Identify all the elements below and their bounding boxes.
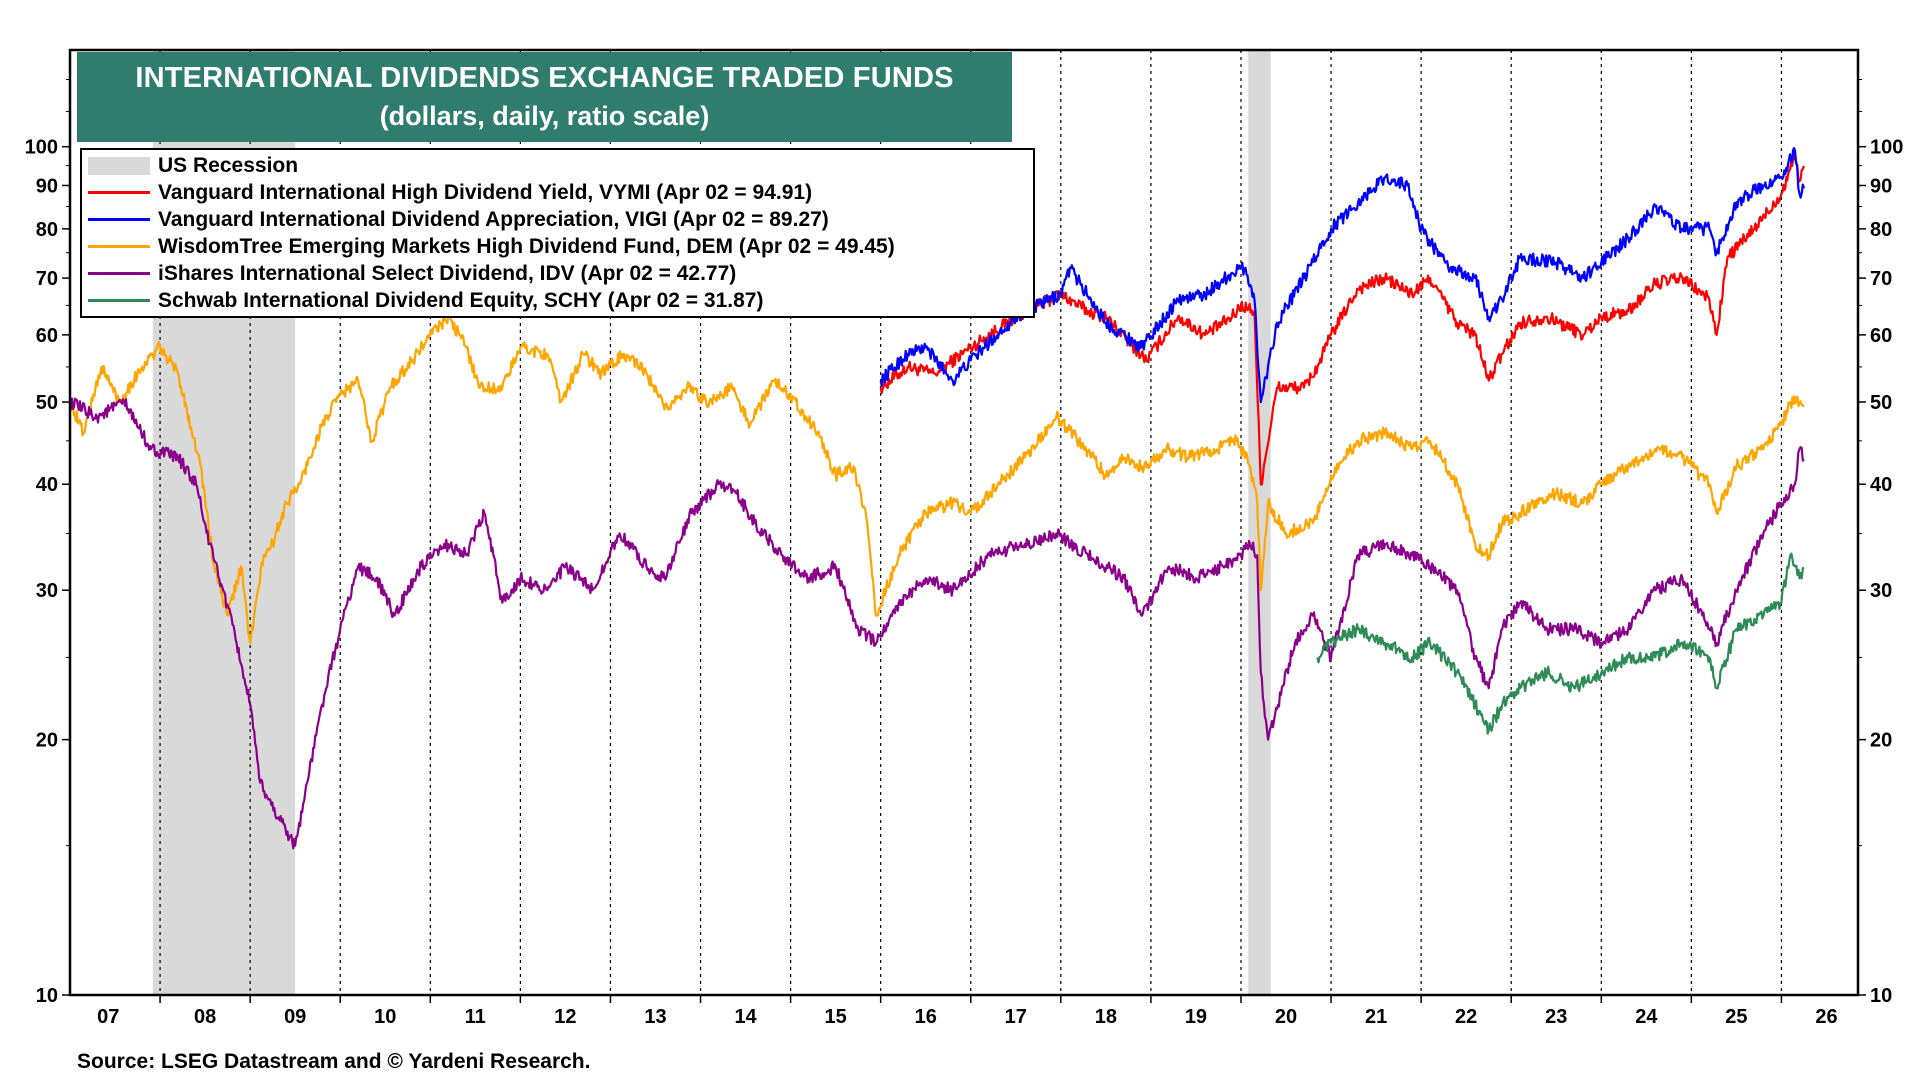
x-tick-label: 10 (374, 1006, 396, 1028)
legend-label: WisdomTree Emerging Markets High Dividen… (158, 234, 895, 258)
y-tick-label: 40 (36, 474, 58, 496)
x-tick-label: 25 (1725, 1006, 1747, 1028)
x-tick-label: 16 (915, 1006, 937, 1028)
x-tick-label: 24 (1635, 1006, 1658, 1028)
x-tick-label: 08 (194, 1006, 216, 1028)
legend-swatch (88, 191, 150, 194)
y-tick-label: 70 (36, 268, 58, 290)
legend-label: Vanguard International Dividend Apprecia… (158, 207, 829, 231)
series-line-idv (68, 397, 1805, 850)
x-tick-label: 26 (1815, 1006, 1837, 1028)
y-tick-label: 30 (36, 580, 58, 602)
chart-title: INTERNATIONAL DIVIDENDS EXCHANGE TRADED … (135, 62, 954, 94)
x-tick-label: 11 (465, 1006, 486, 1028)
y-tick-label: 60 (1870, 325, 1892, 347)
y-axis-left: 10 20 30 40 50 60 70 80 90 100 (25, 78, 70, 1007)
x-tick-label: 19 (1185, 1006, 1207, 1028)
y-tick-label: 90 (36, 175, 58, 197)
legend-swatch (88, 272, 150, 275)
recession-swatch (88, 156, 150, 175)
y-tick-label: 70 (1870, 268, 1892, 290)
series-line-dem (68, 311, 1805, 645)
series-line-schy (1316, 552, 1805, 735)
legend-label: Vanguard International High Dividend Yie… (158, 180, 813, 204)
x-tick-label: 22 (1455, 1006, 1477, 1028)
y-tick-label: 100 (25, 137, 58, 159)
legend-label: iShares International Select Dividend, I… (158, 261, 737, 285)
x-tick-label: 13 (644, 1006, 666, 1028)
x-tick-label: 07 (97, 1006, 119, 1028)
plot-frame (68, 48, 1860, 997)
legend-swatch (88, 218, 150, 221)
legend-item-recession: US Recession (88, 152, 1033, 179)
chart-title-box: INTERNATIONAL DIVIDENDS EXCHANGE TRADED … (77, 52, 1012, 142)
legend-item-vymi: Vanguard International High Dividend Yie… (88, 179, 1033, 206)
x-tick-label: 18 (1095, 1006, 1117, 1028)
y-tick-label: 100 (1870, 137, 1903, 159)
x-tick-label: 17 (1005, 1006, 1027, 1028)
legend-swatch (88, 245, 150, 248)
x-tick-label: 14 (734, 1006, 757, 1028)
legend-swatch (88, 299, 150, 302)
x-tick-label: 23 (1545, 1006, 1567, 1028)
x-tick-label: 09 (284, 1006, 306, 1028)
x-tick-label: 15 (825, 1006, 847, 1028)
y-tick-label: 50 (36, 392, 58, 414)
y-tick-label: 80 (1870, 219, 1892, 241)
legend-item-vigi: Vanguard International Dividend Apprecia… (88, 206, 1033, 233)
y-tick-label: 60 (36, 325, 58, 347)
legend-item-idv: iShares International Select Dividend, I… (88, 260, 1033, 287)
legend-item-schy: Schwab International Dividend Equity, SC… (88, 287, 1033, 314)
x-tick-label: 20 (1275, 1006, 1297, 1028)
y-tick-label: 30 (1870, 580, 1892, 602)
y-tick-label: 50 (1870, 392, 1892, 414)
recession-band (1248, 50, 1271, 995)
y-tick-label: 10 (36, 985, 58, 1007)
legend-label: US Recession (158, 153, 299, 177)
y-axis-right: 10 20 30 40 50 60 70 80 90 100 (1858, 78, 1903, 1007)
x-tick-label: 12 (554, 1006, 576, 1028)
y-tick-label: 80 (36, 219, 58, 241)
legend-item-dem: WisdomTree Emerging Markets High Dividen… (88, 233, 1033, 260)
x-axis: 07 08 09 10 11 12 13 14 15 16 17 18 19 20 21 22 23 24 25 26 (97, 995, 1838, 1028)
x-tick-label: 21 (1365, 1006, 1387, 1028)
y-tick-label: 20 (1870, 730, 1892, 752)
legend: US Recession Vanguard International High… (80, 148, 1035, 318)
y-tick-label: 40 (1870, 474, 1892, 496)
y-tick-label: 10 (1870, 985, 1892, 1007)
y-tick-label: 90 (1870, 175, 1892, 197)
legend-label: Schwab International Dividend Equity, SC… (158, 288, 764, 312)
chart-subtitle: (dollars, daily, ratio scale) (379, 101, 710, 131)
y-tick-label: 20 (36, 730, 58, 752)
source-note: Source: LSEG Datastream and © Yardeni Re… (77, 1050, 591, 1073)
